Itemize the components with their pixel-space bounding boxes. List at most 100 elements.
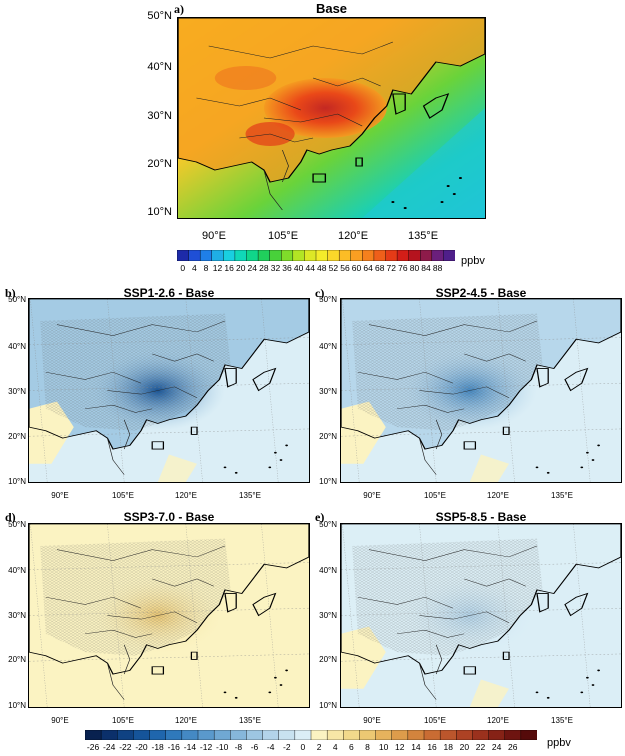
colorbar-swatch xyxy=(407,730,425,740)
colorbar-tick-label: 2 xyxy=(316,742,322,752)
lon-label: 120°E xyxy=(337,230,369,242)
lat-label: 50°N xyxy=(319,520,337,529)
colorbar-tick-label: 12 xyxy=(395,742,405,752)
colorbar-swatch xyxy=(362,250,375,261)
colorbar-swatch xyxy=(327,250,340,261)
colorbar-swatch xyxy=(181,730,199,740)
colorbar-swatch xyxy=(246,250,259,261)
colorbar-tick-label: 80 xyxy=(409,263,420,273)
lat-label: 40°N xyxy=(319,342,337,351)
lon-label: 105°E xyxy=(112,491,134,500)
colorbar-unit-top: ppbv xyxy=(461,255,485,267)
panel-title-e: SSP5-8.5 - Base xyxy=(435,510,527,524)
lon-label: 105°E xyxy=(424,491,446,500)
colorbar-tick-label: 72 xyxy=(386,263,397,273)
colorbar-tick-label: 6 xyxy=(348,742,354,752)
colorbar-tick-label: -10 xyxy=(216,742,229,752)
colorbar-tick-label: 4 xyxy=(332,742,338,752)
lon-label: 135°E xyxy=(407,230,439,242)
colorbar-tick-label: -12 xyxy=(199,742,213,752)
colorbar-tick-label: 16 xyxy=(427,742,437,752)
colorbar-swatch xyxy=(375,730,393,740)
colorbar-tick-label: -20 xyxy=(135,742,148,752)
colorbar-swatch xyxy=(199,250,213,261)
colorbar-swatch xyxy=(133,730,151,740)
map-panel-d xyxy=(28,523,310,708)
colorbar-tick-label: -18 xyxy=(151,742,164,752)
colorbar-swatch xyxy=(100,730,118,740)
colorbar-swatch xyxy=(213,730,231,740)
colorbar-swatch xyxy=(262,730,280,740)
panel-letter-a: a) xyxy=(174,2,184,16)
colorbar-swatch xyxy=(117,730,134,740)
colorbar-absolute xyxy=(177,250,455,261)
lat-label: 20°N xyxy=(8,655,26,664)
lat-label: 40°N xyxy=(8,342,26,351)
colorbar-tick-label: -14 xyxy=(183,742,197,752)
lon-label: 120°E xyxy=(487,716,509,725)
lat-label: 20°N xyxy=(147,158,172,170)
lon-label: 135°E xyxy=(551,491,573,500)
colorbar-tick-label: 18 xyxy=(443,742,453,752)
colorbar-swatch xyxy=(234,250,248,261)
lon-label: 90°E xyxy=(51,491,69,500)
colorbar-swatch xyxy=(211,250,224,261)
panel-letter-c: c) xyxy=(315,286,325,300)
colorbar-difference xyxy=(85,730,537,740)
lon-label: 135°E xyxy=(239,716,261,725)
colorbar-swatch xyxy=(85,730,102,740)
panel-letter-d: d) xyxy=(5,510,16,524)
lat-label: 50°N xyxy=(147,10,172,22)
colorbar-swatch xyxy=(420,250,433,261)
map-panel-c xyxy=(340,298,622,483)
lat-label: 50°N xyxy=(319,295,337,304)
colorbar-swatch xyxy=(278,730,296,740)
colorbar-swatch xyxy=(246,730,264,740)
map-panel-b xyxy=(28,298,310,483)
colorbar-tick-label: 56 xyxy=(340,263,350,273)
colorbar-swatch xyxy=(310,730,328,740)
panel-letter-e: e) xyxy=(315,510,325,524)
colorbar-swatch xyxy=(281,250,294,261)
colorbar-swatch xyxy=(343,730,360,740)
colorbar-tick-label: -24 xyxy=(103,742,116,752)
lat-label: 30°N xyxy=(8,611,26,620)
colorbar-swatch xyxy=(520,730,537,740)
colorbar-swatch xyxy=(373,250,387,261)
panel-title-d: SSP3-7.0 - Base xyxy=(123,510,215,524)
colorbar-tick-label: -6 xyxy=(250,742,259,752)
colorbar-tick-label: 14 xyxy=(411,742,421,752)
colorbar-swatch xyxy=(504,730,522,740)
lon-label: 90°E xyxy=(363,491,381,500)
lat-label: 30°N xyxy=(8,387,26,396)
colorbar-tick-label: 12 xyxy=(212,263,223,273)
lat-label: 40°N xyxy=(147,61,172,73)
colorbar-swatch xyxy=(359,730,377,740)
colorbar-swatch xyxy=(443,250,455,261)
colorbar-swatch xyxy=(165,730,183,740)
lat-label: 40°N xyxy=(8,566,26,575)
colorbar-tick-label: 28 xyxy=(259,263,269,273)
colorbar-tick-label: 8 xyxy=(203,263,209,273)
lat-label: 10°N xyxy=(319,477,337,486)
lon-label: 105°E xyxy=(112,716,134,725)
colorbar-swatch xyxy=(423,730,441,740)
colorbar-tick-label: 20 xyxy=(459,742,470,752)
colorbar-swatch xyxy=(439,730,457,740)
panel-title-b: SSP1-2.6 - Base xyxy=(123,286,215,300)
colorbar-swatch xyxy=(149,730,167,740)
colorbar-swatch xyxy=(223,250,236,261)
colorbar-swatch xyxy=(315,250,329,261)
panel-letter-b: b) xyxy=(5,286,16,300)
lat-label: 20°N xyxy=(8,432,26,441)
colorbar-tick-label: -2 xyxy=(283,742,291,752)
colorbar-tick-label: 76 xyxy=(398,263,408,273)
colorbar-swatch xyxy=(391,730,409,740)
colorbar-tick-label: 64 xyxy=(363,263,373,273)
colorbar-swatch xyxy=(188,250,201,261)
lat-label: 10°N xyxy=(8,477,26,486)
colorbar-tick-label: -26 xyxy=(86,742,100,752)
lat-label: 30°N xyxy=(147,110,172,122)
lat-label: 50°N xyxy=(8,295,26,304)
colorbar-swatch xyxy=(408,250,421,261)
